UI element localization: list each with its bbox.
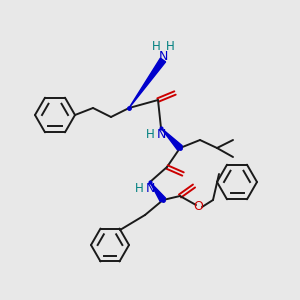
Text: N: N — [156, 128, 166, 142]
Text: H: H — [135, 182, 143, 196]
Text: H: H — [166, 40, 174, 53]
Text: N: N — [158, 50, 168, 62]
Polygon shape — [150, 182, 166, 202]
Text: O: O — [193, 200, 203, 212]
Text: H: H — [152, 40, 160, 53]
Text: N: N — [145, 182, 155, 196]
Polygon shape — [129, 58, 166, 108]
Polygon shape — [161, 128, 182, 150]
Text: H: H — [146, 128, 154, 142]
